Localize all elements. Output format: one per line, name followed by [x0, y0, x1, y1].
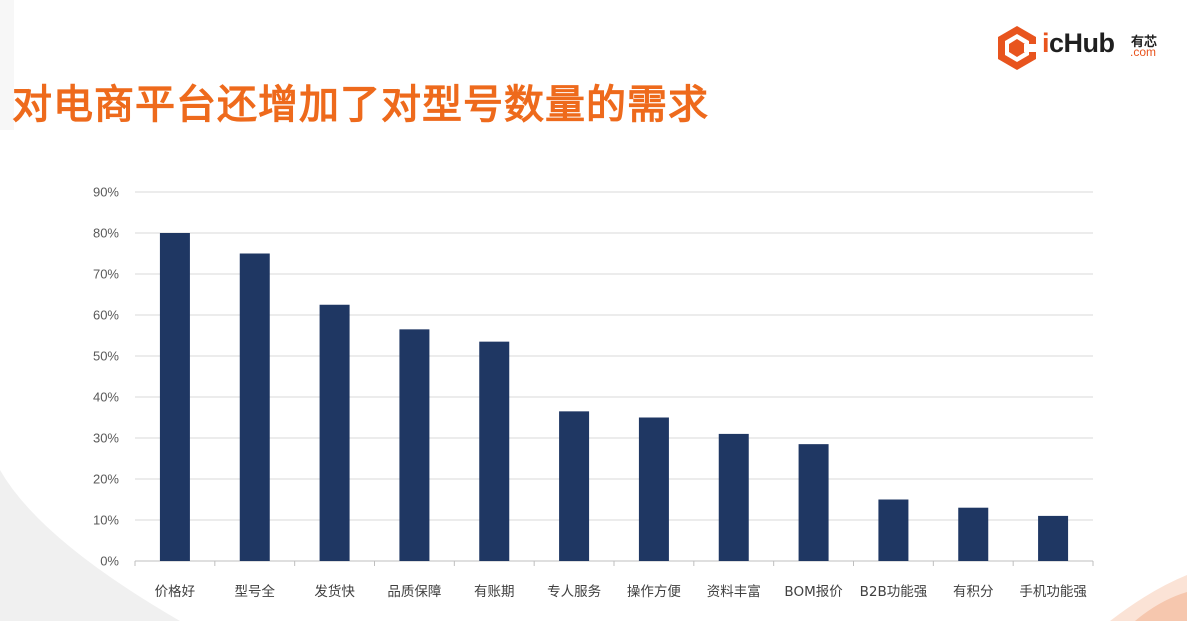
logo-domain: .com — [1130, 45, 1157, 59]
y-tick-label: 30% — [93, 431, 119, 446]
bar-12 — [1038, 515, 1069, 561]
x-category-label: 有账期 — [474, 584, 515, 600]
ichub-logo: icHub 有芯 .com — [994, 24, 1169, 72]
bar-1 — [159, 233, 190, 561]
y-tick-label: 50% — [93, 349, 119, 364]
x-category-label: 型号全 — [235, 583, 276, 600]
x-category-label: 有积分 — [953, 584, 994, 600]
x-category-label: BOM报价 — [784, 584, 843, 600]
x-axis-labels: 价格好 型号全 发货快 品质保障 有账期 专人服务 操作方便 资料丰富 BOM报价 B2B功能强 有… — [155, 583, 1088, 600]
bar-2 — [239, 253, 270, 561]
y-tick-label: 0% — [100, 554, 119, 569]
bars — [159, 233, 1069, 561]
bar-4 — [399, 329, 430, 561]
x-category-label: 价格好 — [155, 584, 196, 600]
bar-6 — [559, 411, 590, 561]
x-category-label: 手机功能强 — [1019, 584, 1087, 600]
x-category-label: 操作方便 — [627, 584, 681, 600]
bar-7 — [638, 417, 669, 561]
bar-5 — [479, 341, 510, 561]
bar-8 — [718, 433, 749, 561]
y-tick-label: 80% — [93, 226, 119, 241]
y-axis-ticks: 0% 10% 20% 30% 40% 50% 60% 70% 80% 90% — [93, 185, 119, 569]
x-category-label: 资料丰富 — [707, 583, 761, 600]
logo-chinese-name: 有芯 — [1131, 35, 1158, 50]
y-tick-label: 10% — [93, 513, 119, 528]
bar-9 — [798, 444, 829, 561]
bar-10 — [878, 499, 909, 561]
y-tick-label: 90% — [93, 185, 119, 200]
x-category-label: B2B功能强 — [860, 584, 928, 600]
y-tick-label: 70% — [93, 267, 119, 282]
y-tick-label: 20% — [93, 472, 119, 487]
bar-11 — [958, 507, 989, 561]
gridlines — [134, 191, 1094, 566]
logo-wordmark: icHub — [1042, 28, 1115, 58]
hexagon-logo-icon — [998, 26, 1038, 70]
bar-3 — [319, 304, 350, 561]
x-category-label: 专人服务 — [547, 584, 601, 600]
x-category-label: 发货快 — [314, 583, 355, 600]
y-tick-label: 40% — [93, 390, 119, 405]
y-tick-label: 60% — [93, 308, 119, 323]
x-category-label: 品质保障 — [387, 584, 441, 600]
slide-title: 对电商平台还增加了对型号数量的需求 — [12, 82, 709, 128]
